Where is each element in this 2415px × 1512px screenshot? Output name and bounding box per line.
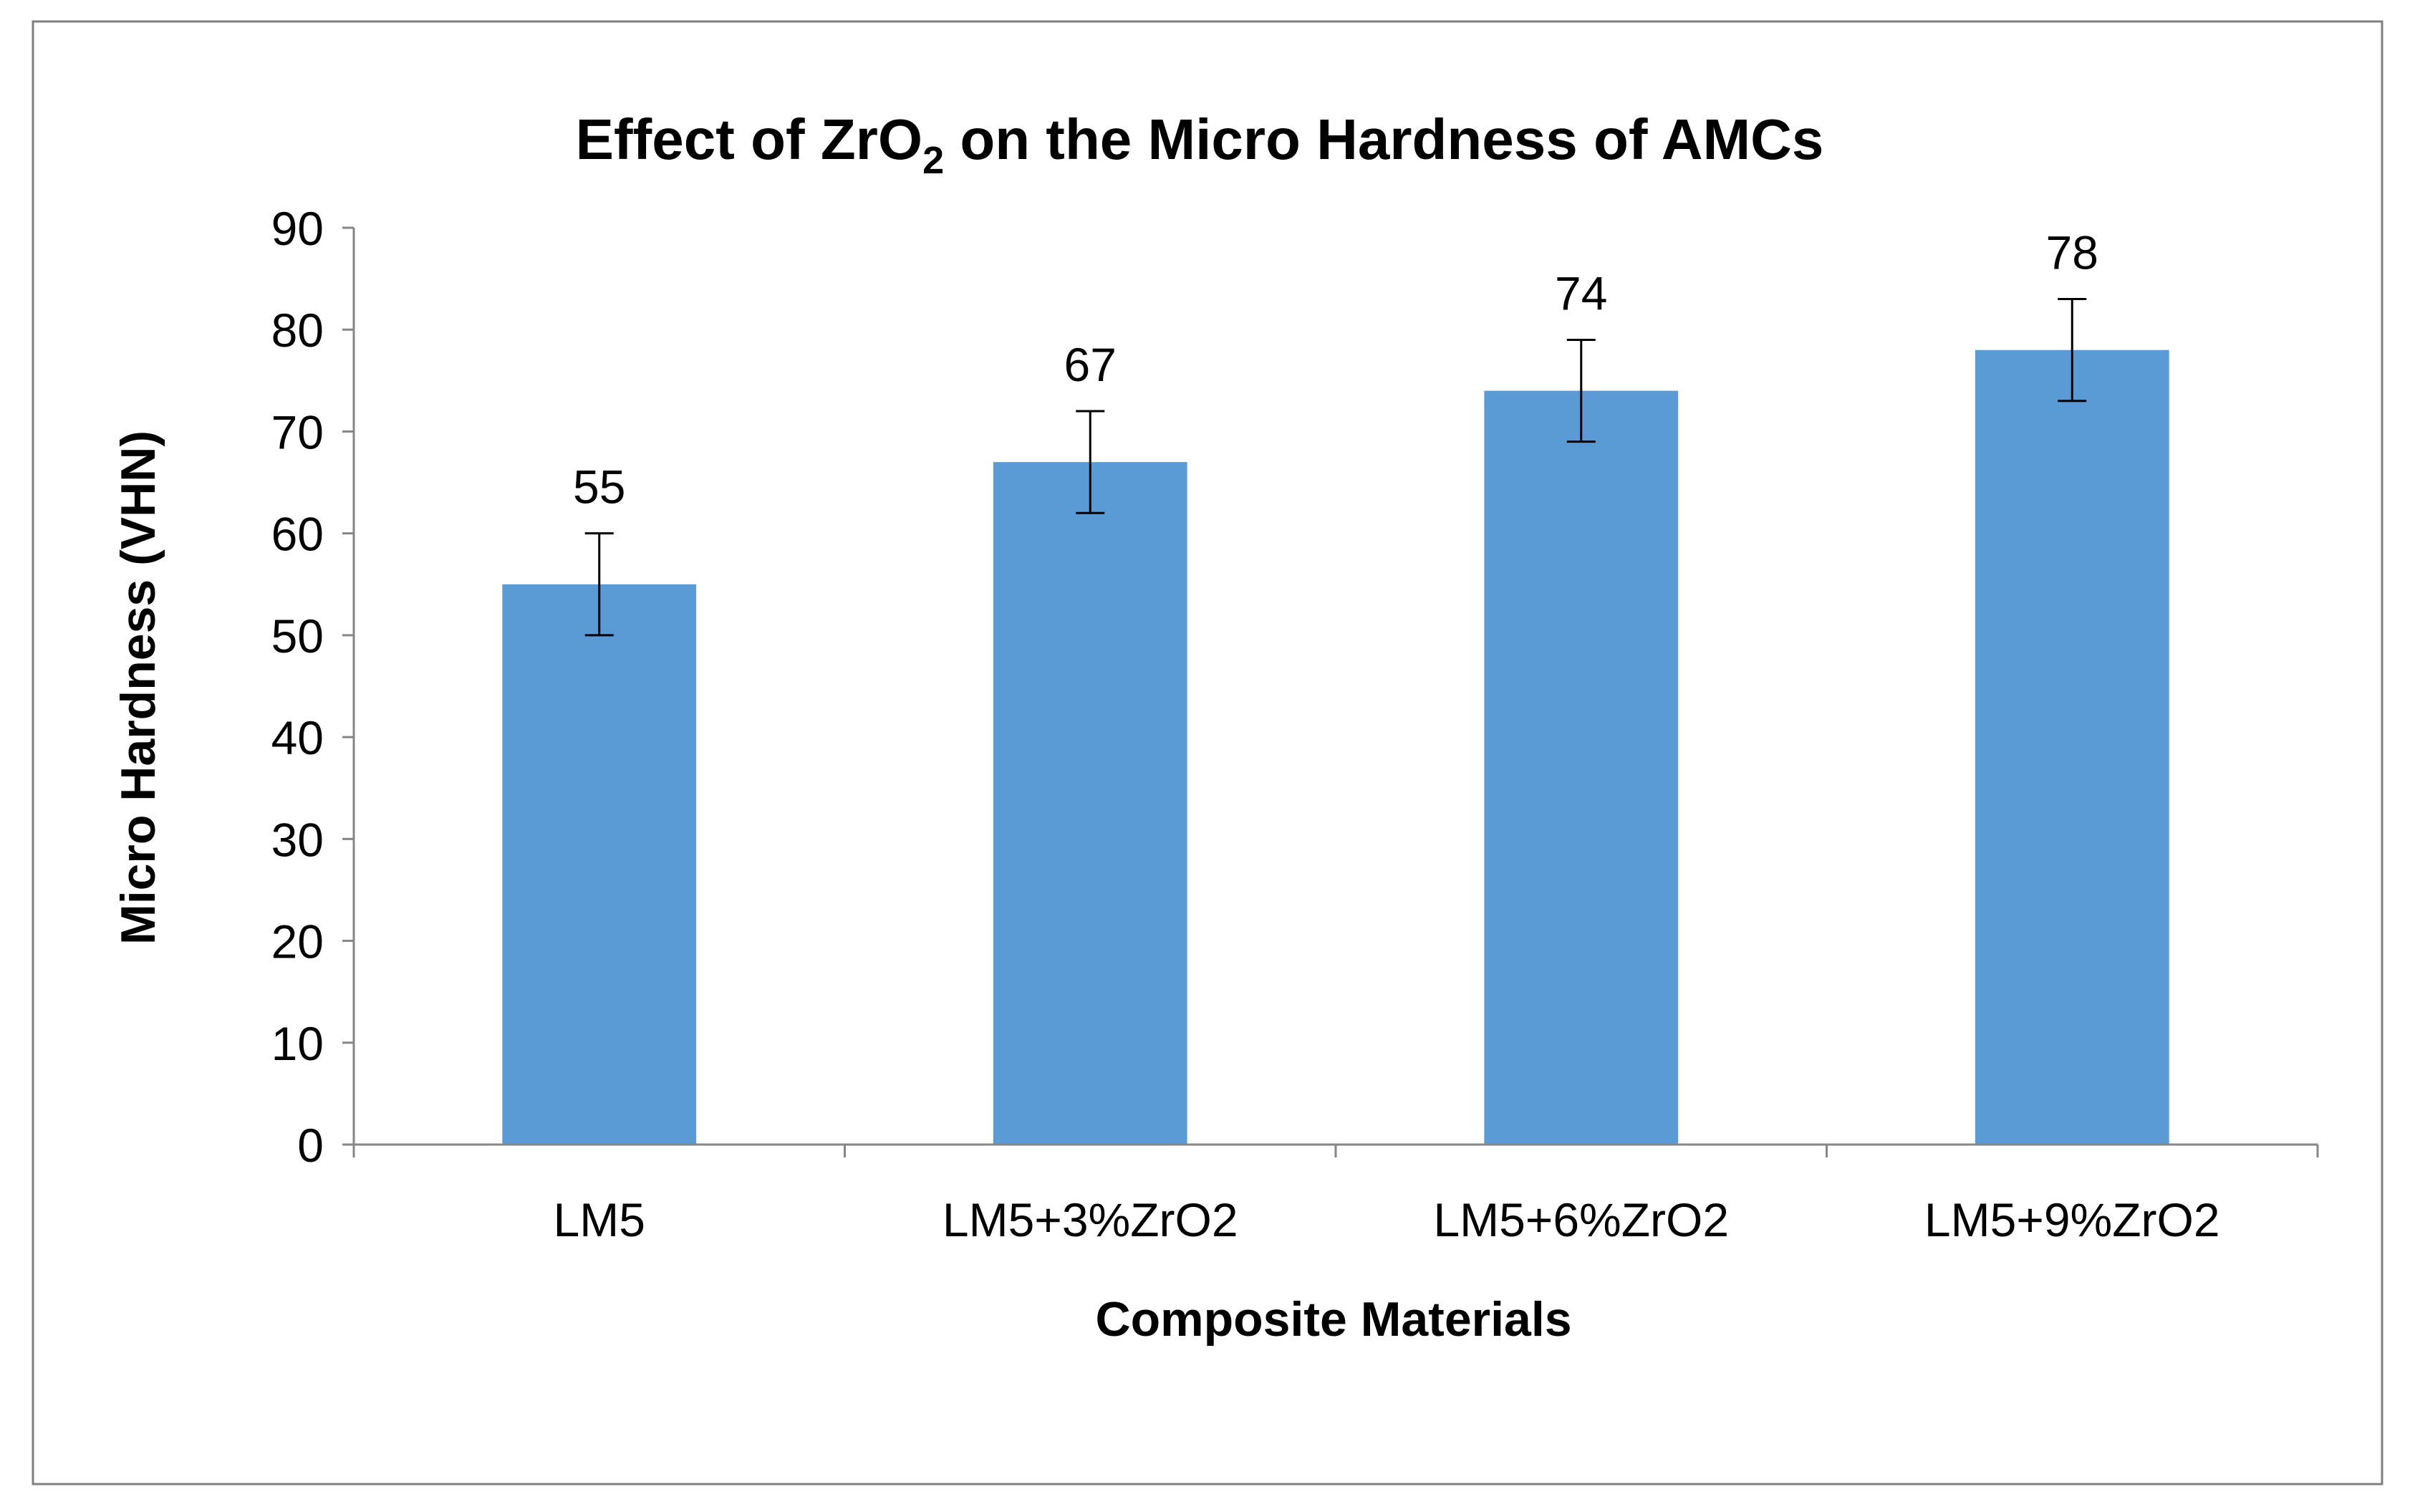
bar-4 — [1975, 350, 2169, 1145]
y-tick-label: 40 — [271, 711, 324, 764]
y-tick-label: 70 — [271, 405, 324, 458]
x-tick-label: LM5+3%ZrO2 — [943, 1193, 1238, 1246]
chart-title: Effect of ZrO2 on the Micro Hardness of … — [576, 107, 1824, 182]
y-tick-label: 60 — [271, 508, 324, 561]
y-tick-label: 90 — [271, 202, 324, 255]
x-tick-label: LM5+6%ZrO2 — [1433, 1193, 1729, 1246]
bar-3 — [1484, 390, 1679, 1145]
data-label: 78 — [2046, 226, 2098, 279]
bar-1 — [502, 584, 697, 1145]
data-label: 74 — [1555, 266, 1607, 319]
y-axis-label: Micro Hardness (VHN) — [111, 430, 165, 945]
error-bars — [584, 298, 2087, 637]
chart-title-rest: on the Micro Hardness of AMCs — [944, 107, 1823, 171]
x-axis: LM5 LM5+3%ZrO2 LM5+6%ZrO2 LM5+9%ZrO2 — [352, 1143, 2319, 1246]
y-axis: 0 10 20 30 40 50 60 70 80 90 — [271, 202, 355, 1172]
y-tick-label: 30 — [271, 813, 324, 866]
x-tick-label: LM5 — [554, 1193, 645, 1246]
bar-2 — [993, 462, 1187, 1145]
chart-title-main: Effect of ZrO — [576, 107, 922, 171]
y-tick-label: 0 — [297, 1119, 324, 1172]
bars — [502, 350, 2169, 1145]
data-label: 67 — [1064, 338, 1117, 391]
data-label: 55 — [573, 461, 625, 514]
x-tick-label: LM5+9%ZrO2 — [1924, 1193, 2220, 1246]
y-tick-label: 20 — [271, 915, 324, 968]
data-labels: 55 67 74 78 — [573, 226, 2098, 514]
y-tick-label: 50 — [271, 610, 324, 663]
chart-title-subscript: 2 — [922, 139, 944, 182]
x-axis-label: Composite Materials — [1095, 1292, 1571, 1347]
y-tick-label: 80 — [271, 304, 324, 357]
y-tick-label: 10 — [271, 1017, 324, 1070]
